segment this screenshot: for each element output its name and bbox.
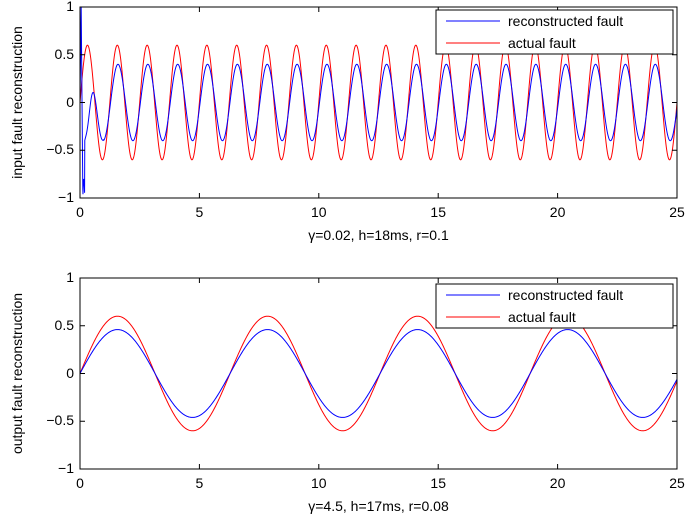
x-tick-label: 0 — [76, 204, 84, 220]
y-tick-label: −0.5 — [46, 141, 74, 157]
y-tick-label: 0.5 — [55, 46, 75, 62]
y-tick-label: −1 — [58, 189, 74, 205]
x-tick-label: 25 — [669, 475, 685, 491]
legend-box — [435, 9, 674, 55]
x-tick-label: 15 — [430, 475, 446, 491]
y-tick-labels-output: −1 −0.5 0 0.5 1 — [46, 269, 74, 476]
y-tick-label: 0 — [66, 365, 74, 381]
x-axis-label-output: γ=4.5, h=17ms, r=0.08 — [308, 498, 449, 514]
series-line-reconstructed-fault-output — [79, 329, 678, 418]
x-tick-labels-output: 0 5 10 15 20 25 — [76, 475, 685, 491]
legend-box — [435, 283, 674, 329]
legend-output: reconstructed fault actual fault — [435, 283, 674, 329]
x-tick-labels-input: 0 5 10 15 20 25 — [76, 204, 685, 220]
y-tick-label: 1 — [66, 0, 74, 14]
y-tick-labels-input: −1 −0.5 0 0.5 1 — [46, 0, 74, 205]
legend-label-reconstructed-fault: reconstructed fault — [508, 13, 623, 29]
y-axis-label-output: output fault reconstruction — [9, 293, 25, 454]
x-axis-label-input: γ=0.02, h=18ms, r=0.1 — [308, 227, 449, 243]
series-line-reconstructed-fault-input — [79, 6, 678, 195]
legend-input: reconstructed fault actual fault — [435, 9, 674, 55]
chart-output-fault: −1 −0.5 0 0.5 1 0 5 10 15 20 25 γ=4.5, h… — [9, 269, 685, 514]
x-tick-label: 25 — [669, 204, 685, 220]
x-tick-label: 5 — [196, 204, 204, 220]
legend-label-actual-fault: actual fault — [508, 35, 576, 51]
x-tick-label: 10 — [311, 475, 327, 491]
y-tick-label: 0.5 — [55, 317, 75, 333]
tick-group-output — [79, 277, 678, 470]
chart-input-fault: −1 −0.5 0 0.5 1 0 5 10 15 20 25 γ=0.02, … — [9, 0, 685, 243]
x-tick-label: 5 — [196, 475, 204, 491]
y-tick-label: −0.5 — [46, 412, 74, 428]
series-group-input — [79, 6, 678, 195]
legend-label-actual-fault: actual fault — [508, 309, 576, 325]
x-tick-label: 15 — [430, 204, 446, 220]
x-tick-label: 20 — [550, 204, 566, 220]
y-tick-label: 0 — [66, 94, 74, 110]
x-tick-label: 10 — [311, 204, 327, 220]
x-tick-label: 0 — [76, 475, 84, 491]
series-line-actual-fault-input — [79, 44, 678, 161]
y-tick-label: −1 — [58, 460, 74, 476]
y-tick-label: 1 — [66, 269, 74, 285]
x-tick-label: 20 — [550, 475, 566, 491]
legend-label-reconstructed-fault: reconstructed fault — [508, 287, 623, 303]
y-axis-label-input: input fault reconstruction — [9, 26, 25, 179]
